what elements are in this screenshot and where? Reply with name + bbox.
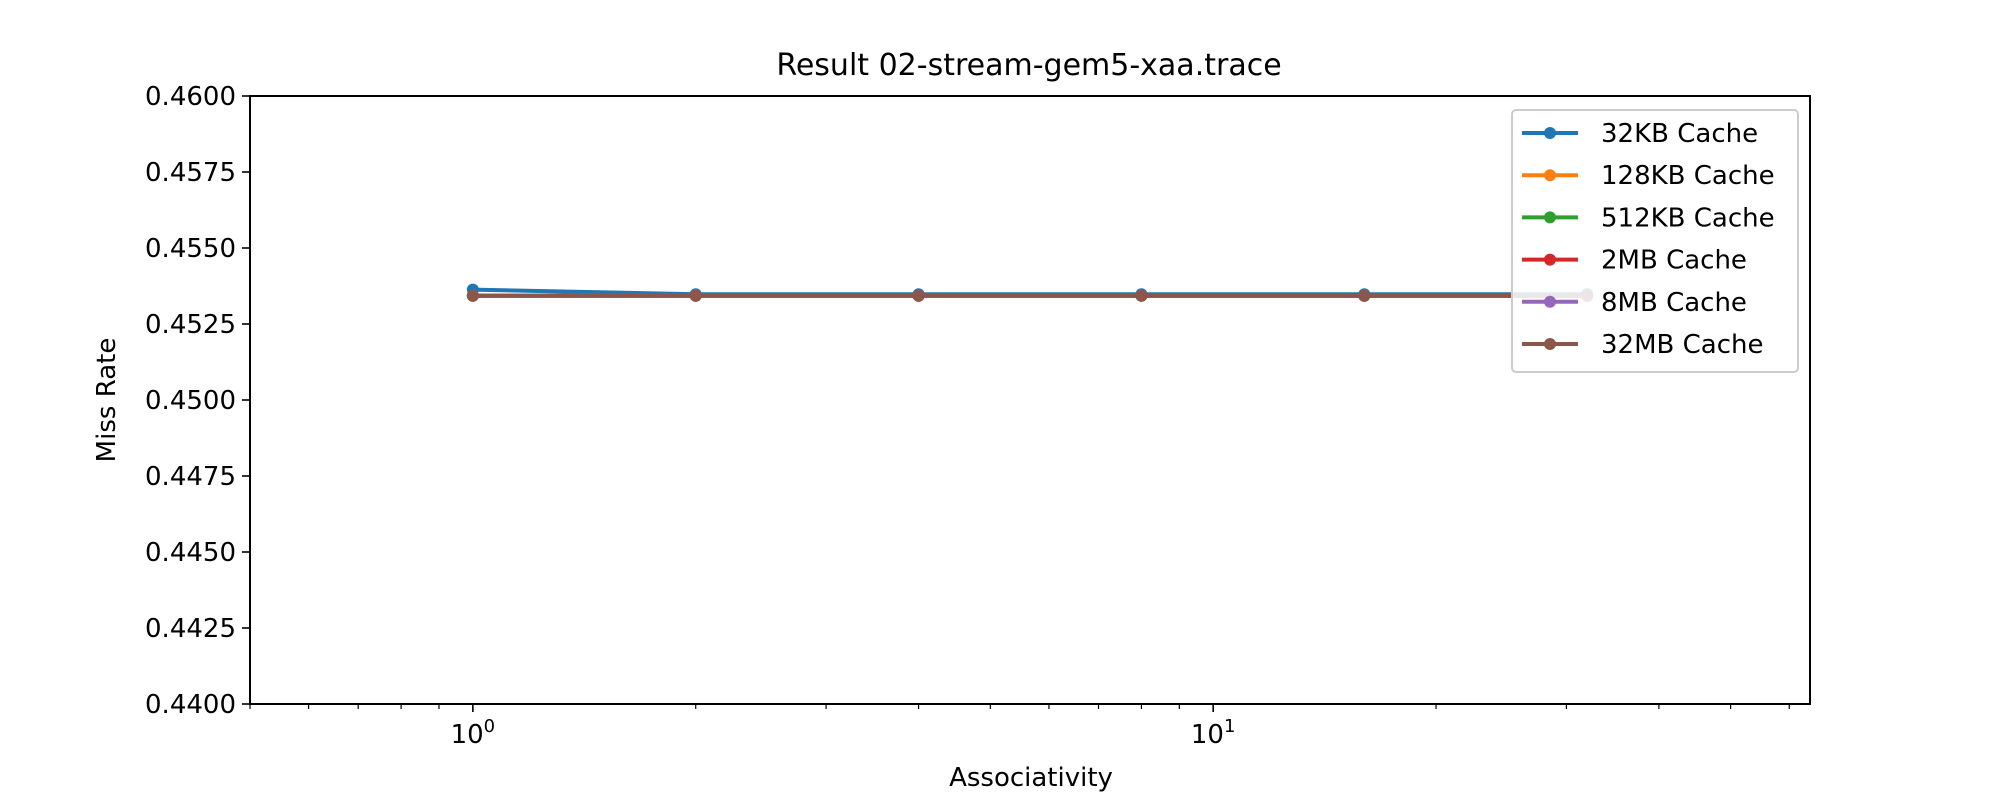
axis-ticks: 0.4400 0.4425 0.4450 0.4475 0.4500 0.4525 0.45…: [145, 82, 1790, 750]
legend-marker: [1544, 169, 1556, 182]
legend-label: 8MB Cache: [1601, 288, 1747, 318]
x-axis-label: Associativity: [949, 763, 1113, 793]
legend-marker: [1544, 338, 1556, 350]
y-tick-label: 0.4475: [145, 462, 236, 492]
legend-label: 128KB Cache: [1601, 161, 1775, 191]
y-tick-label: 0.4450: [145, 538, 236, 568]
data-point: [1135, 289, 1148, 302]
legend-marker: [1544, 211, 1556, 224]
legend-marker: [1544, 127, 1556, 139]
y-tick-label: 0.4550: [145, 234, 236, 264]
legend: 32KB Cache 128KB Cache 512KB Cache 2MB Cach…: [1511, 109, 1799, 373]
y-tick-label: 0.4575: [145, 158, 236, 188]
legend-box: [1511, 109, 1799, 373]
y-axis-label: Miss Rate: [92, 338, 122, 463]
y-tick-label: 0.4525: [145, 310, 236, 340]
y-tick-label: 0.4600: [145, 82, 236, 112]
legend-label: 32KB Cache: [1601, 119, 1758, 149]
legend-marker: [1544, 253, 1556, 266]
chart-title: Result 02-stream-gem5-xaa.trace: [776, 48, 1281, 83]
y-tick-label: 0.4400: [145, 690, 236, 720]
legend-label: 32MB Cache: [1601, 330, 1763, 360]
y-tick-label: 0.4425: [145, 614, 236, 644]
x-tick-label: 101: [1191, 716, 1236, 750]
data-point: [466, 289, 479, 302]
legend-marker: [1544, 295, 1556, 308]
legend-label: 512KB Cache: [1601, 203, 1775, 233]
y-tick-label: 0.4500: [145, 386, 236, 416]
data-point: [689, 289, 702, 302]
data-point: [912, 289, 925, 302]
x-tick-label: 100: [451, 716, 496, 750]
data-point: [1358, 289, 1371, 302]
legend-label: 2MB Cache: [1601, 246, 1747, 276]
